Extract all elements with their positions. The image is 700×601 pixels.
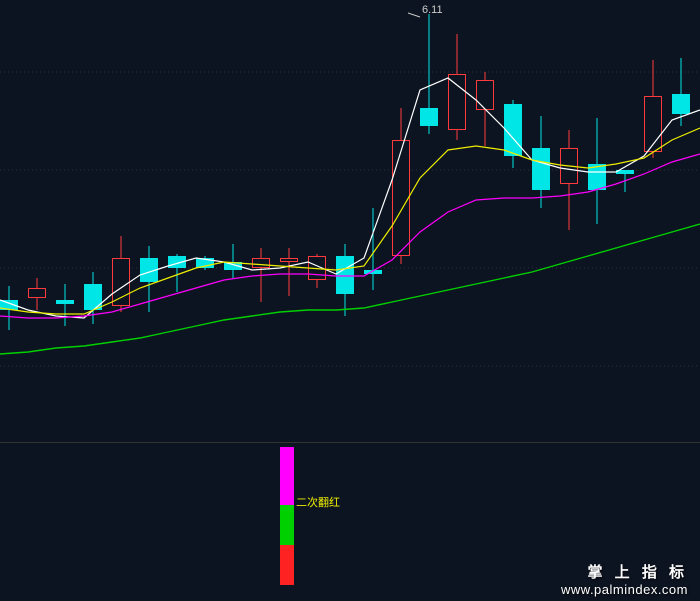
- candle: [28, 0, 46, 442]
- candle: [644, 0, 662, 442]
- candle: [336, 0, 354, 442]
- candle: [56, 0, 74, 442]
- indicator-segment: [280, 447, 294, 505]
- watermark: 掌 上 指 标 www.palmindex.com: [561, 561, 688, 597]
- candle: [420, 0, 438, 442]
- candle: [560, 0, 578, 442]
- price-annotation: 6.11: [422, 4, 443, 16]
- candle: [672, 0, 690, 442]
- candle: [168, 0, 186, 442]
- watermark-cn: 掌 上 指 标: [561, 561, 688, 582]
- indicator-segment: [280, 545, 294, 585]
- indicator-label: 二次翻红: [296, 494, 340, 510]
- candle: [196, 0, 214, 442]
- candle: [224, 0, 242, 442]
- candle: [448, 0, 466, 442]
- candle: [532, 0, 550, 442]
- candle: [588, 0, 606, 442]
- candlestick-chart: 6.11: [0, 0, 700, 442]
- candle: [308, 0, 326, 442]
- candle: [476, 0, 494, 442]
- candle: [280, 0, 298, 442]
- candle: [504, 0, 522, 442]
- candle: [0, 0, 18, 442]
- candle: [364, 0, 382, 442]
- candle: [392, 0, 410, 442]
- annotation-text: 6.11: [422, 4, 443, 16]
- candle: [112, 0, 130, 442]
- indicator-segment: [280, 505, 294, 545]
- candle: [252, 0, 270, 442]
- candle: [616, 0, 634, 442]
- candle: [140, 0, 158, 442]
- candle: [84, 0, 102, 442]
- watermark-url: www.palmindex.com: [561, 582, 688, 597]
